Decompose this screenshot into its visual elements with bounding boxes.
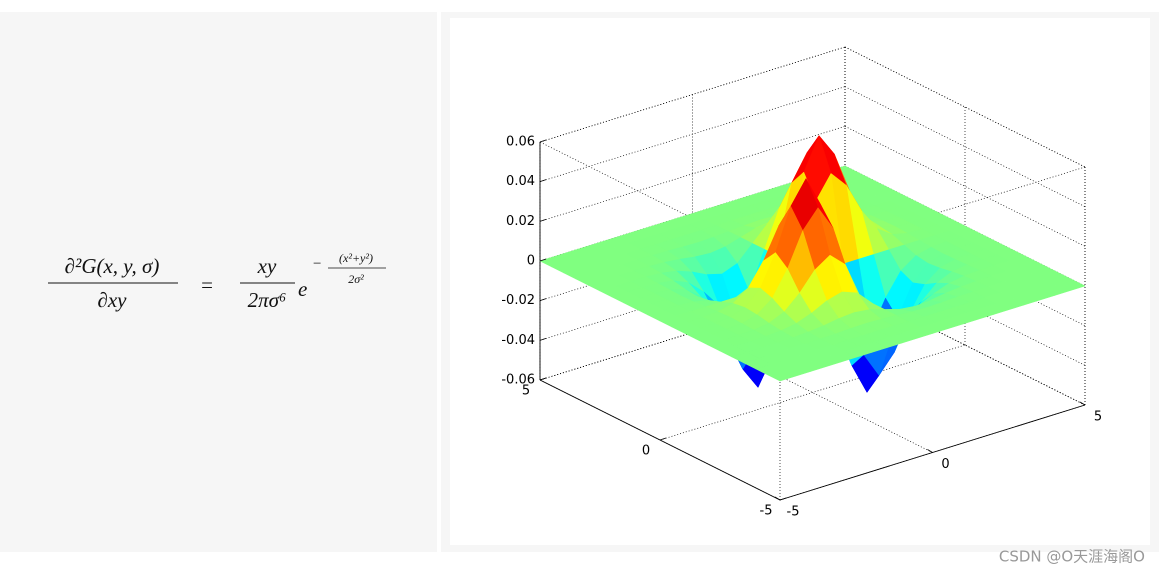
formula: ∂²G(x, y, σ) ∂xy = xy 2πσ⁶ e − (x²+y²) 2… <box>48 251 386 312</box>
z-tick <box>539 298 547 302</box>
z-tick-label: 0 <box>527 254 535 269</box>
z-tick-label: 0.04 <box>506 174 535 189</box>
z-tick-label: 0.06 <box>506 135 535 150</box>
exp-denominator: 2σ² <box>348 272 364 286</box>
watermark: CSDN @O天涯海阁O <box>999 548 1145 566</box>
z-tick <box>539 337 547 341</box>
lhs-numerator: ∂²G(x, y, σ) <box>65 254 160 278</box>
z-tick <box>539 139 547 143</box>
y-tick <box>539 377 547 381</box>
grid-line <box>659 344 966 441</box>
equals: = <box>201 273 213 297</box>
z-tick <box>539 258 547 262</box>
y-tick-label: -5 <box>760 504 773 519</box>
z-tick-label: 0.02 <box>506 214 535 229</box>
x-tick <box>774 496 781 501</box>
rhs-denominator: 2πσ⁶ <box>248 288 287 312</box>
lhs-denominator: ∂xy <box>97 288 127 312</box>
y-tick-label: 0 <box>642 444 650 459</box>
x-tick-label: -5 <box>787 505 800 520</box>
surface-plot: -0.06 -0.04 -0.02 0 0.02 0.04 0.06 -5 0 5 -5 0 5 <box>501 46 1102 520</box>
x-tick-label: 5 <box>1094 410 1102 425</box>
z-tick <box>539 179 547 183</box>
exp-numerator: (x²+y²) <box>339 251 373 265</box>
x-tick <box>927 449 933 453</box>
y-tick <box>659 437 667 441</box>
y-tick <box>779 497 787 501</box>
z-tick <box>539 218 547 222</box>
z-tick-label: -0.02 <box>501 293 535 308</box>
formula-panel <box>0 12 437 552</box>
z-tick-label: -0.06 <box>501 373 535 388</box>
exp-sign: − <box>313 256 321 272</box>
surface-patch <box>767 369 796 382</box>
x-tick <box>1079 401 1086 406</box>
z-tick-label: -0.04 <box>501 333 535 348</box>
rhs-numerator: xy <box>257 254 277 278</box>
exp-base: e <box>298 277 307 301</box>
y-tick-label: 5 <box>522 384 530 399</box>
grid-line <box>539 125 846 222</box>
x-tick-label: 0 <box>941 457 949 472</box>
